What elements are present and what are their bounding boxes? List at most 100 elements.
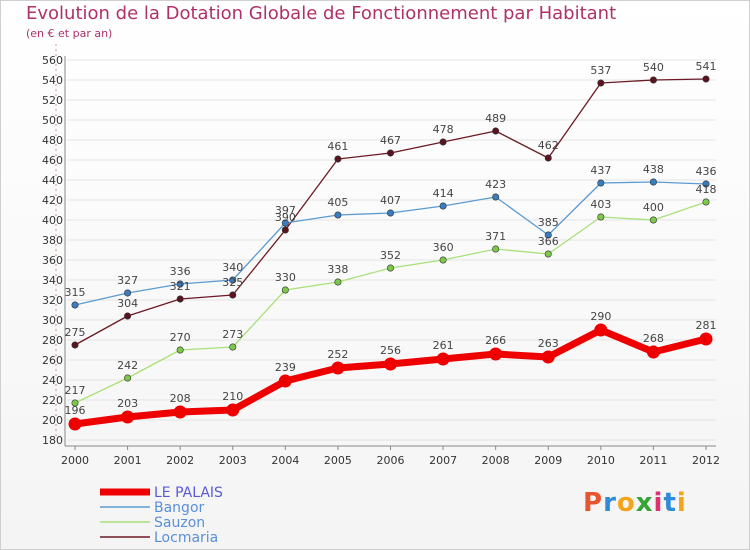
data-point bbox=[439, 256, 447, 264]
y-tick-label: 460 bbox=[42, 154, 63, 167]
y-minor-tick bbox=[55, 354, 57, 356]
y-minor-tick bbox=[55, 229, 57, 231]
data-point bbox=[649, 76, 657, 84]
data-point bbox=[439, 202, 447, 210]
legend-label: Locmaria bbox=[154, 530, 218, 546]
logo-letter: i bbox=[653, 488, 664, 518]
y-minor-tick bbox=[55, 364, 57, 366]
data-label: 467 bbox=[380, 134, 401, 147]
y-minor-tick bbox=[55, 374, 57, 376]
data-point bbox=[226, 403, 240, 417]
y-minor-tick bbox=[55, 329, 57, 331]
logo-letter: x bbox=[635, 488, 654, 518]
x-tick-label: 2001 bbox=[114, 454, 142, 467]
data-label: 266 bbox=[485, 334, 506, 347]
y-minor-tick bbox=[55, 269, 57, 271]
y-minor-tick bbox=[55, 324, 57, 326]
data-point bbox=[544, 250, 552, 258]
y-minor-tick bbox=[55, 314, 57, 316]
data-point bbox=[334, 211, 342, 219]
data-label: 256 bbox=[380, 344, 401, 357]
data-point bbox=[492, 193, 500, 201]
data-label: 385 bbox=[538, 216, 559, 229]
y-minor-tick bbox=[55, 84, 57, 86]
data-label: 275 bbox=[65, 326, 86, 339]
x-tick-label: 2002 bbox=[166, 454, 194, 467]
x-tick-label: 2000 bbox=[61, 454, 89, 467]
data-labels: 275 304 321 325 390 461 467 478 489 462 537 540 541 3… bbox=[65, 60, 717, 417]
y-minor-tick bbox=[55, 74, 57, 76]
data-point bbox=[71, 399, 79, 407]
data-point bbox=[597, 79, 605, 87]
y-minor-tick bbox=[55, 414, 57, 416]
data-label: 418 bbox=[696, 183, 717, 196]
data-point bbox=[702, 75, 710, 83]
y-minor-tick bbox=[55, 334, 57, 336]
y-minor-tick bbox=[55, 129, 57, 131]
y-minor-tick bbox=[55, 69, 57, 71]
y-tick-label: 220 bbox=[42, 394, 63, 407]
data-label: 366 bbox=[538, 235, 559, 248]
y-minor-tick bbox=[55, 64, 57, 66]
data-point bbox=[71, 341, 79, 349]
data-point bbox=[176, 346, 184, 354]
data-label: 261 bbox=[433, 339, 454, 352]
x-tick-label: 2010 bbox=[587, 454, 615, 467]
y-tick-label: 400 bbox=[42, 214, 63, 227]
y-tick-label: 300 bbox=[42, 314, 63, 327]
y-minor-tick bbox=[55, 184, 57, 186]
data-label: 330 bbox=[275, 271, 296, 284]
axes: 180 200 220 240 260 280 300 320 340 360 380 400 420 4… bbox=[42, 44, 720, 467]
data-label: 304 bbox=[117, 297, 138, 310]
logo-letter: t bbox=[663, 488, 677, 518]
y-tick-label: 520 bbox=[42, 94, 63, 107]
data-point bbox=[541, 350, 555, 364]
data-point bbox=[124, 312, 132, 320]
data-label: 403 bbox=[590, 198, 611, 211]
x-tick-label: 2003 bbox=[219, 454, 247, 467]
data-point bbox=[229, 291, 237, 299]
data-label: 340 bbox=[222, 261, 243, 274]
y-tick-label: 440 bbox=[42, 174, 63, 187]
y-tick-label: 340 bbox=[42, 274, 63, 287]
data-label: 252 bbox=[327, 348, 348, 361]
legend-label: Bangor bbox=[154, 500, 205, 516]
data-label: 327 bbox=[117, 274, 138, 287]
data-label: 390 bbox=[275, 211, 296, 224]
y-minor-tick bbox=[55, 209, 57, 211]
data-point bbox=[544, 231, 552, 239]
y-minor-tick bbox=[55, 89, 57, 91]
y-tick-label: 560 bbox=[42, 54, 63, 67]
data-point bbox=[649, 178, 657, 186]
y-minor-tick bbox=[55, 434, 57, 436]
data-point bbox=[68, 417, 82, 431]
data-point bbox=[384, 357, 397, 371]
data-label: 489 bbox=[485, 112, 506, 125]
y-minor-tick bbox=[55, 234, 57, 236]
data-label: 208 bbox=[170, 392, 191, 405]
data-point bbox=[699, 332, 713, 346]
x-tick-label: 2004 bbox=[271, 454, 299, 467]
y-tick-label: 500 bbox=[42, 114, 63, 127]
data-label: 405 bbox=[327, 196, 348, 209]
y-minor-tick bbox=[55, 144, 57, 146]
data-label: 423 bbox=[485, 178, 506, 191]
y-minor-tick bbox=[55, 109, 57, 111]
y-minor-tick bbox=[55, 214, 57, 216]
y-minor-tick bbox=[55, 294, 57, 296]
data-label: 325 bbox=[222, 276, 243, 289]
y-minor-tick bbox=[55, 304, 57, 306]
y-minor-tick bbox=[55, 384, 57, 386]
data-label: 242 bbox=[117, 359, 138, 372]
data-point bbox=[436, 352, 450, 366]
data-label: 541 bbox=[696, 60, 717, 73]
data-label: 407 bbox=[380, 194, 401, 207]
data-label: 400 bbox=[643, 201, 664, 214]
data-label: 239 bbox=[275, 361, 296, 374]
data-point bbox=[71, 301, 79, 309]
y-tick-label: 480 bbox=[42, 134, 63, 147]
logo-letter: i bbox=[676, 488, 687, 518]
y-minor-tick bbox=[55, 254, 57, 256]
